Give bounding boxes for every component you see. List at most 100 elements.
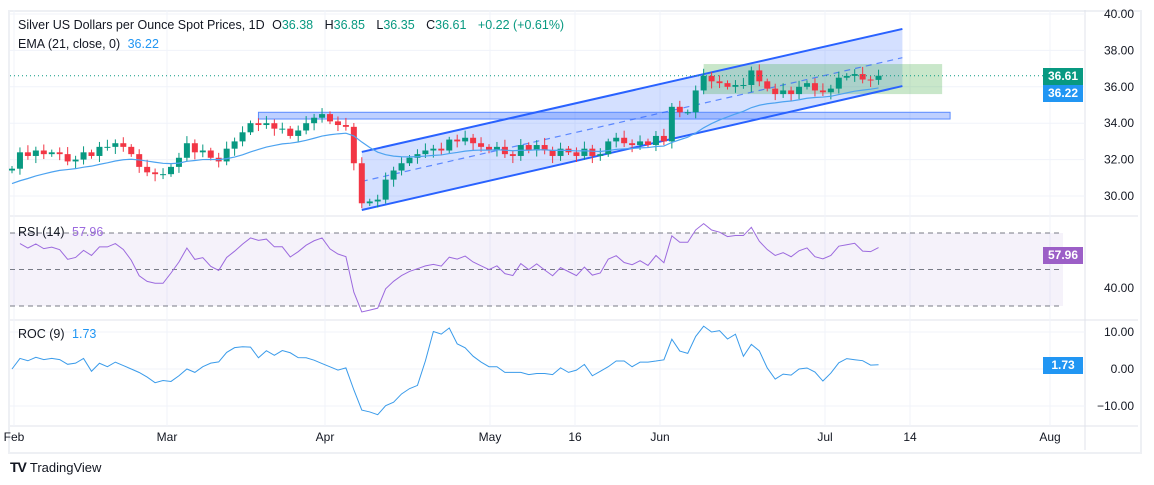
time-label: Jun (650, 430, 669, 444)
candle-body (88, 152, 95, 156)
candle-body (788, 90, 795, 95)
candle (772, 83, 779, 101)
roc-legend[interactable]: ROC (9) 1.73 (18, 327, 100, 341)
candle (796, 80, 803, 99)
ohlc-close: C36.61 (426, 18, 470, 32)
candle (716, 75, 723, 89)
candle (819, 83, 826, 97)
candle-body (597, 154, 604, 156)
candle-body (72, 159, 79, 162)
ema-tag: 36.22 (1043, 85, 1083, 102)
candle (843, 73, 850, 81)
candle (470, 133, 477, 151)
candle (811, 78, 818, 97)
candle-body (358, 163, 365, 204)
candle-body (350, 126, 357, 164)
candle (136, 149, 143, 173)
rsi-legend[interactable]: RSI (14) 57.96 (18, 225, 107, 239)
roc-tick-label: 0.00 (1111, 362, 1135, 376)
candle-body (366, 201, 373, 204)
candle-body (684, 112, 691, 114)
candle (319, 108, 326, 123)
candle (684, 109, 691, 116)
candle (525, 142, 532, 154)
ema-value: 36.22 (127, 37, 159, 51)
candle (231, 137, 238, 156)
rsi-tag: 57.96 (1043, 247, 1083, 264)
high-label: H (324, 18, 334, 32)
candle (16, 147, 23, 175)
candle-body (390, 170, 397, 180)
ohlc-open: O36.38 (272, 18, 317, 32)
candle (152, 168, 159, 182)
candle (740, 77, 747, 89)
candle (438, 142, 445, 156)
candle-body (247, 123, 254, 133)
time-label: Feb (4, 430, 25, 444)
candle-body (120, 143, 127, 147)
candle (676, 100, 683, 118)
candle-body (96, 146, 103, 156)
candle (223, 141, 230, 166)
time-label: Jul (817, 430, 832, 444)
tradingview-logo-icon: TV (10, 459, 27, 475)
price-tick-label: 38.00 (1104, 43, 1134, 57)
candle-body (128, 146, 135, 155)
candle-body (581, 148, 588, 156)
candle-body (613, 137, 620, 142)
candle-body (112, 143, 119, 147)
time-label: 14 (903, 430, 917, 444)
candle (462, 130, 469, 146)
open-label: O (272, 18, 282, 32)
tradingview-logo[interactable]: TV TradingView (10, 459, 101, 475)
candle-body (692, 90, 699, 113)
candle-body (462, 137, 469, 142)
candle (374, 194, 381, 208)
candle-body (40, 150, 47, 155)
candle (358, 157, 365, 209)
candle-body (144, 166, 151, 173)
ohlc-high: H36.85 (325, 18, 369, 32)
candle (287, 125, 294, 139)
candle-body (342, 125, 349, 127)
candle (279, 122, 286, 134)
candle (804, 80, 810, 90)
candle (867, 75, 874, 87)
candle (9, 165, 15, 174)
candle-body (24, 152, 31, 156)
price-tick-label: 30.00 (1104, 189, 1134, 203)
candle (96, 141, 103, 162)
candle-body (493, 146, 500, 151)
candle-body (80, 152, 87, 160)
candle-body (271, 123, 278, 129)
candle (104, 139, 111, 151)
candle (120, 137, 127, 152)
candle-body (811, 83, 818, 91)
candle (780, 83, 787, 98)
ema-legend[interactable]: EMA (21, close, 0) 36.22 (18, 37, 163, 51)
candle (382, 172, 389, 204)
candle-body (716, 81, 723, 84)
channel-upper-line (361, 27, 903, 153)
candle (56, 147, 63, 161)
candle (303, 116, 310, 135)
candle-body (16, 152, 23, 169)
candle (446, 136, 453, 154)
candle (327, 111, 333, 125)
candle-body (549, 150, 556, 156)
candle (486, 144, 492, 154)
roc-value: 1.73 (72, 327, 97, 341)
time-label: Apr (316, 430, 335, 444)
candle (509, 150, 516, 164)
candle-body (819, 90, 826, 93)
tradingview-name: TradingView (29, 459, 102, 475)
change-value: +0.22 (+0.61%) (477, 18, 565, 32)
candle-body (56, 152, 63, 155)
candle (247, 120, 254, 136)
rsi-label: RSI (14) (18, 225, 65, 239)
ema-label: EMA (21, close, 0) (18, 37, 121, 51)
candle-body (796, 86, 803, 95)
candle-body (406, 157, 413, 164)
candle-body (740, 84, 747, 86)
